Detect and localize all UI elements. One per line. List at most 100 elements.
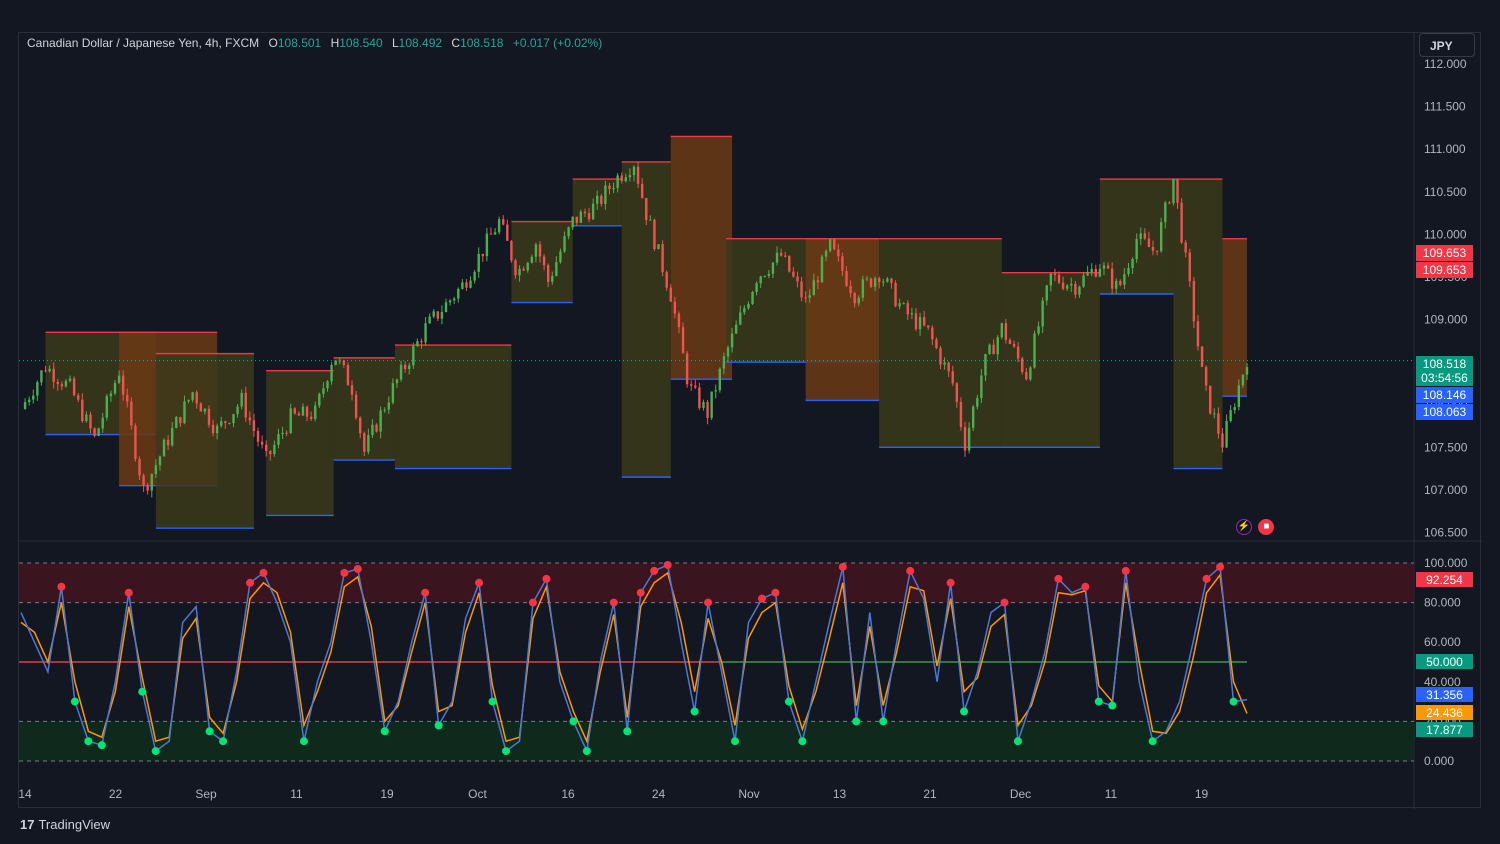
tradingview-logo[interactable]: 17 TradingView xyxy=(20,817,110,832)
time-tick-label: 21 xyxy=(923,787,937,801)
candle-body xyxy=(833,239,836,250)
candle-body xyxy=(796,276,799,282)
candle-body xyxy=(1004,323,1008,340)
candle-body xyxy=(1070,283,1073,286)
low-value: 108.492 xyxy=(398,36,443,50)
candle-body xyxy=(113,382,117,394)
candle-body xyxy=(48,368,51,372)
candle-body xyxy=(518,268,521,276)
candle-body xyxy=(461,282,464,289)
symbol-legend: Canadian Dollar / Japanese Yen, 4h, FXCM… xyxy=(27,36,602,50)
currency-button[interactable]: JPY xyxy=(1419,33,1475,57)
candle-body xyxy=(992,344,995,355)
oversold-dot xyxy=(879,717,888,726)
candle-body xyxy=(976,398,979,407)
overbought-dot xyxy=(528,598,537,607)
price-tick-label: 112.000 xyxy=(1424,57,1467,71)
candle-body xyxy=(248,417,252,421)
candle-body xyxy=(608,185,611,190)
candle-body xyxy=(497,219,501,233)
candle-body xyxy=(1188,252,1191,282)
candle-body xyxy=(171,427,174,446)
candle-body xyxy=(947,362,950,372)
candle-body xyxy=(175,416,178,428)
candle-body xyxy=(906,303,910,315)
chart-canvas[interactable]: 112.000111.500111.000110.500110.000109.5… xyxy=(19,33,1482,809)
candle-body xyxy=(681,327,685,354)
tradingview-name: TradingView xyxy=(38,817,111,832)
oversold-dot xyxy=(582,747,591,756)
candle-body xyxy=(538,244,542,257)
price-tag-countdown: 03:54:56 xyxy=(1416,370,1473,386)
oversold-dot xyxy=(1013,737,1022,746)
candle-body xyxy=(734,324,738,334)
candle-body xyxy=(1217,413,1220,434)
candle-body xyxy=(126,394,129,402)
candle-body xyxy=(579,211,583,223)
candle-body xyxy=(788,255,791,272)
candle-body xyxy=(195,392,198,404)
time-tick-label: 11 xyxy=(290,787,303,801)
candle-body xyxy=(1008,339,1012,344)
candle-body xyxy=(469,280,472,288)
overbought-dot xyxy=(353,564,362,573)
candle-body xyxy=(379,410,382,432)
oversold-dot xyxy=(380,727,389,736)
candle-body xyxy=(252,420,256,432)
low-label: L xyxy=(391,36,399,50)
candle-body xyxy=(240,392,243,407)
candle-body xyxy=(1151,246,1155,251)
candle-body xyxy=(224,421,227,423)
candle-body xyxy=(1229,410,1232,421)
overbought-dot xyxy=(340,568,349,577)
time-tick-label: Oct xyxy=(468,787,487,801)
osc-tag-d: 24.436 xyxy=(1416,705,1473,720)
oversold-dot xyxy=(1148,737,1157,746)
candle-body xyxy=(1086,272,1089,276)
flag-icon[interactable]: ■ xyxy=(1258,519,1275,535)
close-label: C xyxy=(451,36,461,50)
candle-body xyxy=(166,439,170,446)
candle-body xyxy=(27,399,31,403)
candle-body xyxy=(367,435,370,452)
candle-body xyxy=(694,385,697,388)
price-tick-label: 107.500 xyxy=(1424,440,1468,454)
candle-body xyxy=(784,255,787,257)
overbought-dot xyxy=(906,566,915,575)
candle-body xyxy=(269,450,272,455)
overbought-dot xyxy=(246,578,255,587)
candle-body xyxy=(943,362,946,365)
candle-body xyxy=(130,401,133,426)
candle-body xyxy=(571,216,574,228)
osc-tag-midline: 50.000 xyxy=(1416,654,1473,669)
candle-body xyxy=(1204,366,1208,386)
candle-body xyxy=(1098,268,1102,277)
candle-body xyxy=(387,402,390,410)
overbought-dot xyxy=(57,582,66,591)
lightning-icon[interactable]: ⚡ xyxy=(1236,519,1252,535)
candle-body xyxy=(493,232,497,235)
price-tick-label: 111.000 xyxy=(1424,142,1466,156)
candle-body xyxy=(628,175,632,178)
candle-body xyxy=(354,394,358,418)
candle-body xyxy=(1237,385,1241,408)
candle-body xyxy=(771,262,775,274)
candle-body xyxy=(522,268,525,271)
oversold-dot xyxy=(1229,697,1238,706)
candle-body xyxy=(935,339,938,349)
candle-body xyxy=(101,417,104,429)
candle-body xyxy=(767,273,771,276)
candle-body xyxy=(81,399,84,422)
candle-body xyxy=(816,280,820,283)
candle-body xyxy=(465,282,468,288)
candle-body xyxy=(1225,420,1228,448)
candle-body xyxy=(109,393,113,397)
candle-body xyxy=(1094,268,1097,277)
oversold-dot xyxy=(219,737,228,746)
candle-body xyxy=(1082,275,1085,287)
candle-body xyxy=(44,370,47,372)
candle-body xyxy=(277,434,280,445)
zone-fill xyxy=(155,353,254,529)
candle-body xyxy=(1110,268,1114,289)
candle-body xyxy=(1213,413,1216,415)
